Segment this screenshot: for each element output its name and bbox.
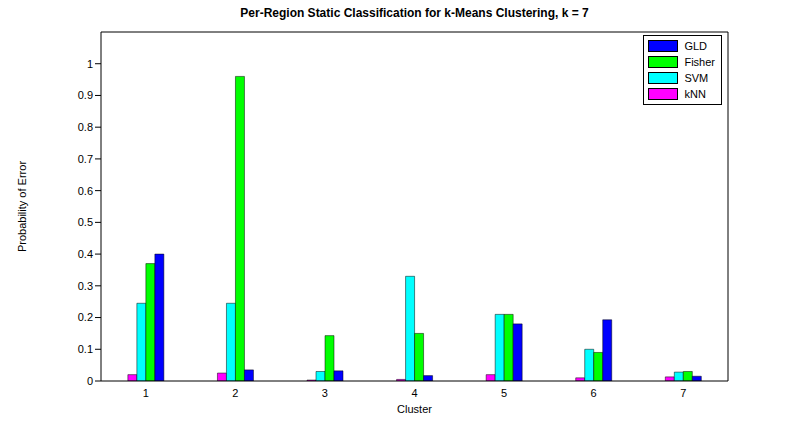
svg-text:0.3: 0.3 (78, 280, 93, 292)
svg-text:0.5: 0.5 (78, 216, 93, 228)
svg-text:1: 1 (87, 58, 93, 70)
svg-text:2: 2 (232, 387, 238, 399)
html-text:kNN: kNN (684, 88, 706, 100)
svg-text:0.7: 0.7 (78, 153, 93, 165)
svg-text:1: 1 (143, 387, 149, 399)
svg-text:0.9: 0.9 (78, 89, 93, 101)
svg-text:Cluster: Cluster (397, 403, 432, 415)
svg-text:3: 3 (322, 387, 328, 399)
svg-text:0.4: 0.4 (78, 248, 93, 260)
svg-text:0.8: 0.8 (78, 121, 93, 133)
html-text:Per-Region Static Classificati: Per-Region Static Classification for k-M… (240, 6, 589, 20)
svg-text:0.1: 0.1 (78, 343, 93, 355)
svg-text:0: 0 (87, 375, 93, 387)
svg-text:7: 7 (680, 387, 686, 399)
html-text:Fisher: Fisher (684, 56, 715, 68)
html-text:SVM: SVM (684, 72, 709, 84)
svg-text:4: 4 (411, 387, 417, 399)
svg-text:0.2: 0.2 (78, 311, 93, 323)
svg-text:6: 6 (591, 387, 597, 399)
svg-text:5: 5 (501, 387, 507, 399)
html-text:GLD: GLD (684, 40, 708, 52)
svg-text:Probability of Error: Probability of Error (16, 161, 28, 252)
svg-text:0.6: 0.6 (78, 185, 93, 197)
